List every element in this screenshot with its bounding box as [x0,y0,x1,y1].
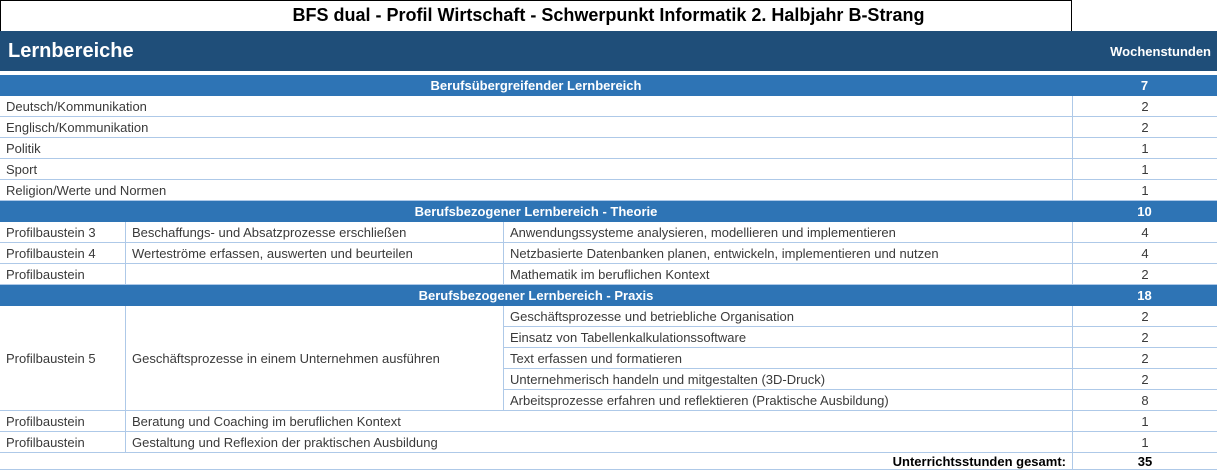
header-gap [0,71,1217,75]
table-row: Profilbaustein Mathematik im beruflichen… [0,264,1217,285]
table-row: Profilbaustein 3 Beschaffungs- und Absat… [0,222,1217,243]
page-title: BFS dual - Profil Wirtschaft - Schwerpun… [292,5,925,25]
total-label: Unterrichtsstunden gesamt: [892,453,1066,469]
baustein-cell: Profilbaustein 5 [6,350,96,366]
inhalt-cell: Anwendungssysteme analysieren, modellier… [503,222,1072,242]
inhalt-cell: Mathematik im beruflichen Kontext [503,264,1072,284]
sub-rows: Geschäftsprozesse und betriebliche Organ… [503,306,1217,410]
section-label: Berufsbezogener Lernbereich - Theorie [414,204,658,219]
table-row: Sport 1 [0,159,1217,180]
baustein-cell: Profilbaustein [6,413,85,429]
section-header-praxis: Berufsbezogener Lernbereich - Praxis 18 [0,285,1217,306]
hours-cell: 1 [1072,180,1217,200]
inhalt-cell: Geschäftsprozesse und betriebliche Organ… [503,306,1072,326]
total-row: Unterrichtsstunden gesamt: 35 [0,453,1217,470]
thema-cell [125,264,503,284]
title-row: BFS dual - Profil Wirtschaft - Schwerpun… [0,0,1217,31]
header-lernbereiche: Lernbereiche [8,39,134,62]
hours-cell: 8 [1072,390,1217,410]
hours-cell: 1 [1072,411,1217,431]
inhalt-cell: Einsatz von Tabellenkalkulationssoftware [503,327,1072,347]
section-header-theorie: Berufsbezogener Lernbereich - Theorie 10 [0,201,1217,222]
table-row: Profilbaustein 4 Werteströme erfassen, a… [0,243,1217,264]
header-wochenstunden: Wochenstunden [1110,43,1211,59]
thema-cell: Werteströme erfassen, auswerten und beur… [125,243,503,263]
thema-cell: Gestaltung und Reflexion der praktischen… [125,432,1072,452]
table-row: Text erfassen und formatieren 2 [503,348,1217,369]
table-row: Unternehmerisch handeln und mitgestalten… [503,369,1217,390]
table-row: Arbeitsprozesse erfahren und reflektiere… [503,390,1217,410]
table-row: Profilbaustein Beratung und Coaching im … [0,411,1217,432]
hours-cell: 1 [1072,432,1217,452]
subject-cell: Englisch/Kommunikation [6,119,149,135]
hours-cell: 2 [1072,306,1217,326]
hours-cell: 1 [1072,159,1217,179]
thema-cell: Beschaffungs- und Absatzprozesse erschli… [125,222,503,242]
baustein-cell: Profilbaustein [6,434,85,450]
table-row: Profilbaustein Gestaltung und Reflexion … [0,432,1217,453]
baustein-cell: Profilbaustein 4 [6,245,96,261]
inhalt-cell: Netzbasierte Datenbanken planen, entwick… [503,243,1072,263]
subject-cell: Sport [6,161,38,177]
thema-cell: Geschäftsprozesse in einem Unternehmen a… [125,306,503,410]
inhalt-cell: Arbeitsprozesse erfahren und reflektiere… [503,390,1072,410]
section-label: Berufsübergreifender Lernbereich [430,78,642,93]
subject-cell: Deutsch/Kommunikation [6,98,147,114]
bottom-filler [0,470,1217,472]
table-row: Religion/Werte und Normen 1 [0,180,1217,201]
hours-cell: 2 [1072,96,1217,116]
section-hours: 7 [1140,78,1149,93]
inhalt-cell: Unternehmerisch handeln und mitgestalten… [503,369,1072,389]
table-row: Einsatz von Tabellenkalkulationssoftware… [503,327,1217,348]
baustein-cell: Profilbaustein [6,266,85,282]
merged-row-group: Profilbaustein 5 Geschäftsprozesse in ei… [0,306,1217,411]
hours-cell: 4 [1072,243,1217,263]
hours-cell: 2 [1072,117,1217,137]
thema-cell: Beratung und Coaching im beruflichen Kon… [125,411,1072,431]
hours-cell: 2 [1072,369,1217,389]
subject-cell: Politik [6,140,41,156]
section-hours: 18 [1137,288,1152,303]
hours-cell: 2 [1072,264,1217,284]
table-header-bar: Lernbereiche Wochenstunden [0,31,1217,71]
inhalt-cell: Text erfassen und formatieren [503,348,1072,368]
table-row: Geschäftsprozesse und betriebliche Organ… [503,306,1217,327]
hours-cell: 2 [1072,327,1217,347]
hours-cell: 1 [1072,138,1217,158]
table-row: Englisch/Kommunikation 2 [0,117,1217,138]
total-value: 35 [1072,453,1217,469]
hours-cell: 4 [1072,222,1217,242]
table-row: Deutsch/Kommunikation 2 [0,96,1217,117]
section-label: Berufsbezogener Lernbereich - Praxis [418,288,654,303]
section-hours: 10 [1137,204,1152,219]
subject-cell: Religion/Werte und Normen [6,182,167,198]
table-row: Politik 1 [0,138,1217,159]
hours-cell: 2 [1072,348,1217,368]
baustein-cell: Profilbaustein 3 [6,224,96,240]
section-header-uebergreifend: Berufsübergreifender Lernbereich 7 [0,75,1217,96]
